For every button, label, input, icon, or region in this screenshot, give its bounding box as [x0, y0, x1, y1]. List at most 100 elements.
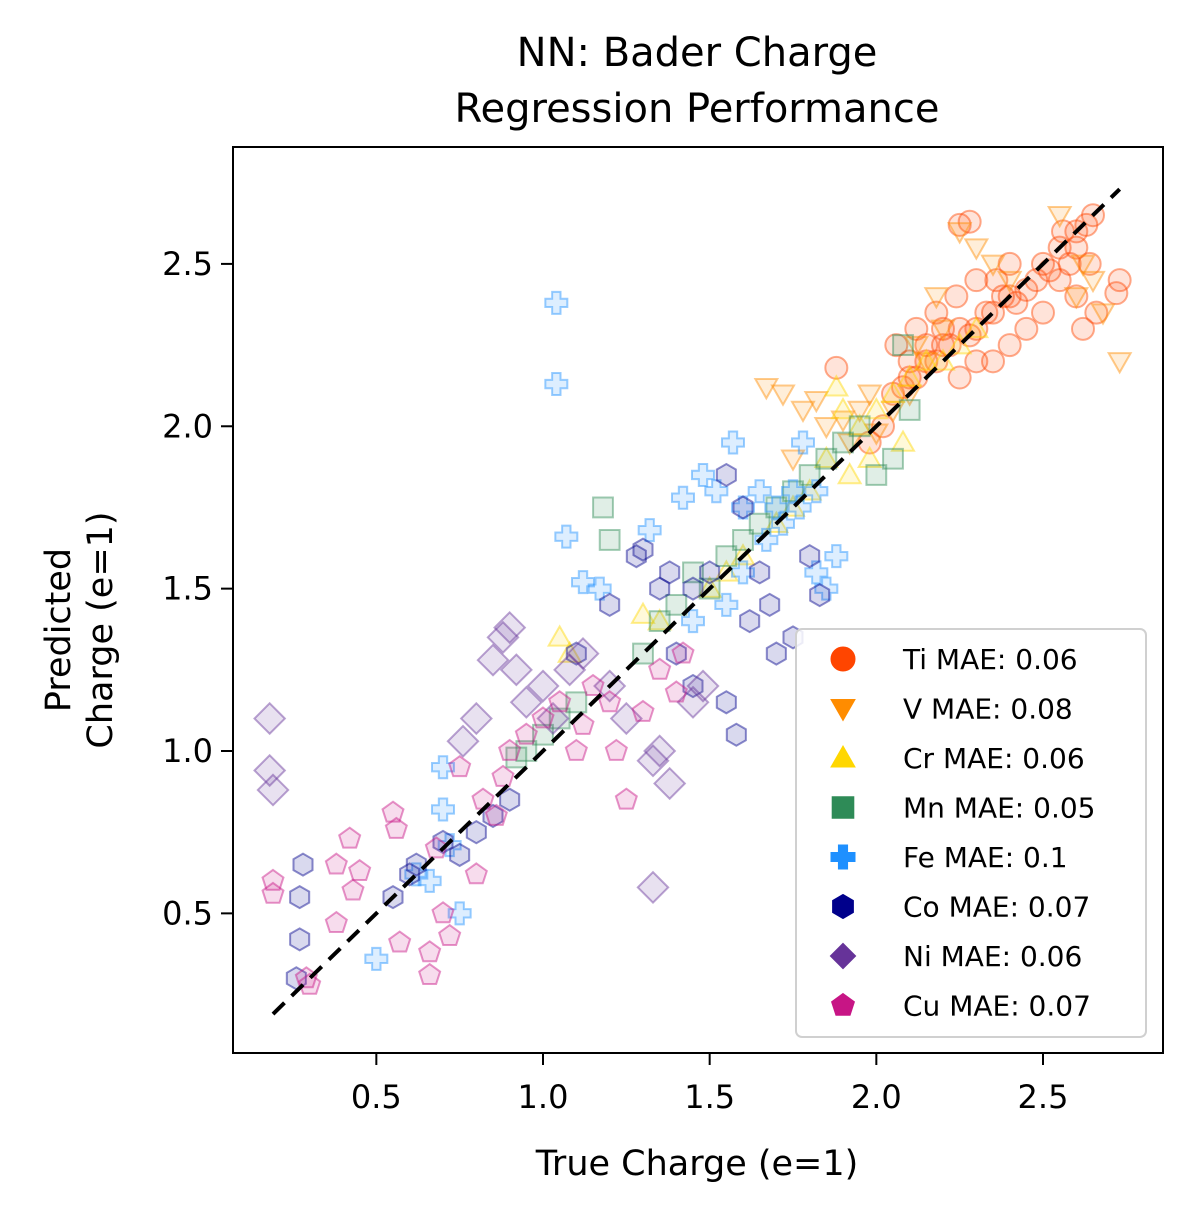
- data-point: [824, 544, 849, 569]
- y-axis-label: Predicted Charge (e=1): [39, 511, 121, 748]
- data-point: [682, 673, 704, 699]
- data-point: [848, 415, 871, 438]
- data-point: [913, 352, 940, 375]
- data-point: [598, 690, 622, 713]
- data-point: [699, 560, 721, 585]
- data-point: [437, 833, 462, 858]
- data-point: [923, 287, 950, 310]
- data-point: [1064, 235, 1089, 260]
- data-point: [964, 349, 989, 374]
- data-point: [625, 544, 647, 569]
- data-point: [898, 399, 921, 421]
- data-point: [648, 657, 672, 680]
- data-point: [289, 927, 311, 952]
- data-point: [298, 972, 322, 995]
- data-point: [581, 673, 605, 696]
- legend-marker: [830, 844, 856, 870]
- data-point: [832, 431, 854, 454]
- data-point: [338, 826, 362, 849]
- legend-label: Fe MAE: 0.1: [903, 841, 1068, 874]
- data-point: [892, 334, 914, 356]
- data-point: [636, 744, 670, 778]
- data-point: [799, 544, 821, 569]
- data-point: [636, 870, 670, 904]
- data-point: [686, 669, 720, 703]
- data-point: [897, 365, 922, 390]
- data-point: [1064, 284, 1089, 309]
- data-point: [471, 787, 495, 810]
- legend-marker: [829, 942, 857, 970]
- series-4: [364, 290, 849, 971]
- data-point: [431, 797, 455, 822]
- data-point: [782, 480, 804, 503]
- data-point: [947, 212, 972, 237]
- data-point: [814, 576, 839, 601]
- data-point: [548, 690, 572, 713]
- data-point: [682, 576, 704, 601]
- data-point: [1031, 300, 1055, 325]
- data-point: [1071, 316, 1095, 341]
- data-point: [865, 464, 888, 486]
- data-point: [731, 495, 755, 520]
- data-point: [599, 592, 621, 618]
- data-point: [732, 495, 754, 520]
- data-point: [515, 740, 538, 762]
- data-point: [856, 384, 883, 407]
- data-point: [632, 537, 654, 562]
- data-point: [963, 238, 990, 261]
- data-point: [691, 462, 715, 487]
- data-point: [830, 397, 856, 420]
- y-axis-label-line2: Charge (e=1): [81, 511, 121, 748]
- data-point: [964, 268, 989, 293]
- data-point: [566, 636, 600, 671]
- data-point: [486, 620, 520, 654]
- data-point: [459, 701, 493, 736]
- data-point: [770, 384, 796, 407]
- data-point: [880, 380, 906, 404]
- data-point: [804, 479, 829, 504]
- data-point: [790, 400, 816, 424]
- data-point: [946, 332, 973, 355]
- y-tick-label: 2.5: [162, 245, 213, 283]
- data-point: [1057, 251, 1082, 276]
- data-point: [664, 680, 688, 703]
- series-3: [505, 334, 921, 769]
- data-point: [931, 316, 955, 341]
- data-point: [791, 430, 815, 455]
- y-tick-label: 1.0: [162, 732, 213, 770]
- data-point: [253, 701, 287, 736]
- data-point: [813, 417, 840, 440]
- data-point: [648, 610, 671, 633]
- legend-label: Co MAE: 0.07: [903, 891, 1090, 924]
- data-point: [499, 653, 533, 687]
- legend-marker: [830, 744, 856, 768]
- x-tick-label: 1.0: [518, 1078, 569, 1116]
- y-tick-label: 0.5: [162, 894, 213, 932]
- data-point: [984, 268, 1009, 293]
- legend-box: [795, 628, 1147, 1038]
- data-point: [996, 270, 1023, 294]
- data-point: [747, 479, 772, 504]
- data-point: [863, 397, 890, 420]
- data-point: [646, 608, 673, 631]
- data-point: [804, 560, 829, 585]
- data-point: [564, 738, 588, 761]
- data-point: [1084, 300, 1109, 325]
- data-point: [388, 930, 412, 953]
- data-point: [846, 413, 873, 436]
- data-point: [813, 445, 840, 468]
- data-point: [544, 290, 569, 315]
- data-point: [553, 653, 587, 687]
- data-point: [924, 349, 949, 374]
- data-point: [947, 365, 972, 390]
- data-point: [556, 640, 583, 663]
- legend-label: Cu MAE: 0.07: [903, 990, 1091, 1023]
- data-point: [947, 316, 972, 341]
- data-point: [637, 518, 662, 543]
- data-point: [384, 816, 408, 839]
- y-tick-label: 1.5: [162, 570, 213, 608]
- data-point: [261, 868, 285, 891]
- data-point: [364, 946, 389, 971]
- chart-title-line2: Regression Performance: [455, 86, 940, 132]
- data-point: [725, 722, 747, 747]
